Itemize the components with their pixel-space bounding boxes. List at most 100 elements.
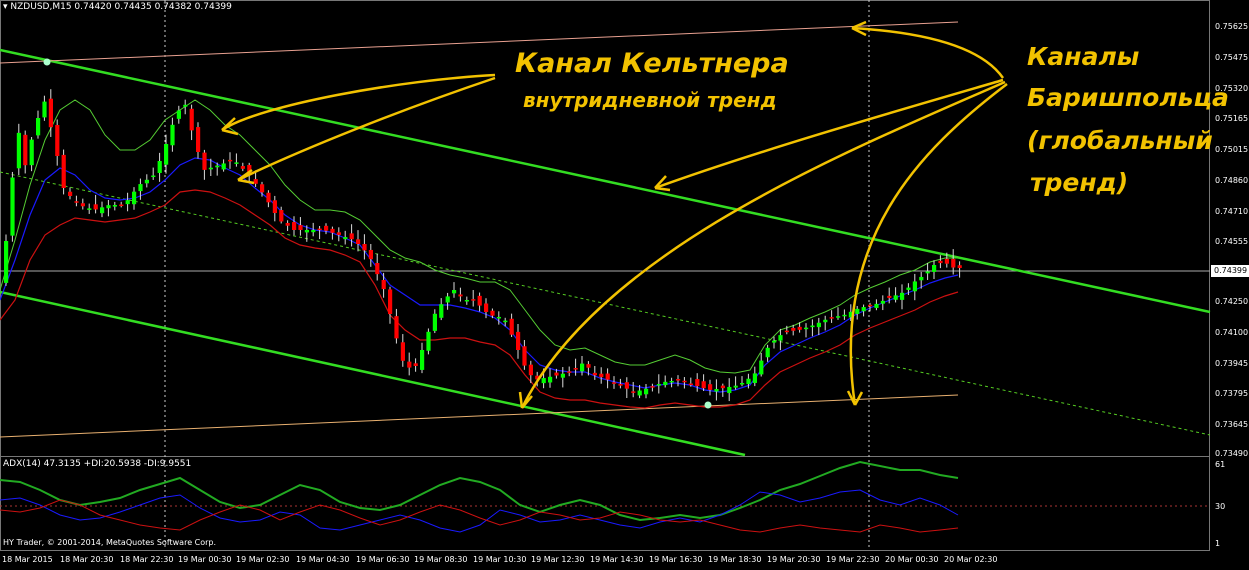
bull-candle[interactable] bbox=[503, 320, 508, 323]
bear-candle[interactable] bbox=[68, 191, 73, 196]
bear-candle[interactable] bbox=[458, 294, 463, 297]
bull-candle[interactable] bbox=[740, 383, 745, 385]
bull-candle[interactable] bbox=[234, 162, 239, 164]
bear-candle[interactable] bbox=[48, 98, 53, 128]
bear-candle[interactable] bbox=[720, 385, 725, 389]
bull-candle[interactable] bbox=[125, 200, 130, 205]
bear-candle[interactable] bbox=[868, 304, 873, 307]
channel-lower-line[interactable] bbox=[0, 290, 746, 457]
bull-candle[interactable] bbox=[138, 184, 143, 192]
bull-candle[interactable] bbox=[87, 208, 92, 210]
bull-candle[interactable] bbox=[183, 104, 188, 107]
bear-candle[interactable] bbox=[554, 372, 559, 376]
bear-candle[interactable] bbox=[791, 328, 796, 331]
bull-candle[interactable] bbox=[29, 139, 34, 166]
bear-candle[interactable] bbox=[324, 225, 329, 231]
bull-candle[interactable] bbox=[426, 331, 431, 351]
bull-candle[interactable] bbox=[906, 287, 911, 290]
bear-candle[interactable] bbox=[624, 382, 629, 389]
bear-candle[interactable] bbox=[260, 184, 265, 193]
bull-candle[interactable] bbox=[304, 230, 309, 233]
lower-trend-line[interactable] bbox=[0, 394, 959, 438]
bear-candle[interactable] bbox=[266, 192, 271, 203]
bear-candle[interactable] bbox=[74, 201, 79, 203]
bull-candle[interactable] bbox=[644, 388, 649, 395]
bear-candle[interactable] bbox=[784, 330, 789, 333]
bear-candle[interactable] bbox=[957, 265, 962, 268]
bear-candle[interactable] bbox=[567, 371, 572, 373]
bull-candle[interactable] bbox=[656, 384, 661, 386]
bear-candle[interactable] bbox=[516, 331, 521, 350]
bull-candle[interactable] bbox=[208, 167, 213, 170]
bear-candle[interactable] bbox=[375, 263, 380, 275]
bull-candle[interactable] bbox=[900, 292, 905, 300]
bear-candle[interactable] bbox=[292, 222, 297, 230]
bull-candle[interactable] bbox=[874, 303, 879, 308]
bear-candle[interactable] bbox=[394, 316, 399, 339]
bear-candle[interactable] bbox=[688, 383, 693, 386]
bear-candle[interactable] bbox=[202, 152, 207, 170]
bull-candle[interactable] bbox=[343, 237, 348, 240]
symbol-header[interactable]: ▾ NZDUSD,M15 0.74420 0.74435 0.74382 0.7… bbox=[3, 2, 232, 12]
bull-candle[interactable] bbox=[733, 385, 738, 388]
bull-candle[interactable] bbox=[861, 307, 866, 312]
bull-candle[interactable] bbox=[893, 295, 898, 300]
bull-candle[interactable] bbox=[36, 118, 41, 136]
bear-candle[interactable] bbox=[93, 204, 98, 210]
bear-candle[interactable] bbox=[55, 125, 60, 156]
bull-candle[interactable] bbox=[727, 386, 732, 394]
bull-candle[interactable] bbox=[823, 319, 828, 323]
bear-candle[interactable] bbox=[189, 108, 194, 131]
bear-candle[interactable] bbox=[490, 310, 495, 316]
bull-candle[interactable] bbox=[912, 281, 917, 292]
bull-candle[interactable] bbox=[669, 380, 674, 383]
bull-candle[interactable] bbox=[810, 325, 815, 328]
bull-candle[interactable] bbox=[157, 161, 162, 173]
bull-candle[interactable] bbox=[842, 314, 847, 317]
bull-candle[interactable] bbox=[772, 340, 777, 343]
bear-candle[interactable] bbox=[196, 127, 201, 152]
bear-candle[interactable] bbox=[119, 204, 124, 207]
bull-candle[interactable] bbox=[765, 347, 770, 358]
bull-candle[interactable] bbox=[848, 311, 853, 318]
bear-candle[interactable] bbox=[80, 203, 85, 207]
bear-candle[interactable] bbox=[61, 154, 66, 188]
bear-candle[interactable] bbox=[829, 317, 834, 319]
channel-anchor-point[interactable] bbox=[704, 401, 712, 409]
menu-triangle-icon[interactable]: ▾ bbox=[3, 2, 8, 12]
bull-candle[interactable] bbox=[464, 300, 469, 302]
bear-candle[interactable] bbox=[592, 372, 597, 376]
bull-candle[interactable] bbox=[144, 179, 149, 184]
bull-candle[interactable] bbox=[752, 373, 757, 383]
bull-candle[interactable] bbox=[663, 381, 668, 386]
bull-candle[interactable] bbox=[560, 373, 565, 378]
bull-candle[interactable] bbox=[100, 207, 105, 214]
bull-candle[interactable] bbox=[932, 265, 937, 272]
bull-candle[interactable] bbox=[4, 241, 9, 283]
bear-candle[interactable] bbox=[298, 225, 303, 230]
channel-upper-line[interactable] bbox=[0, 48, 1211, 314]
bear-candle[interactable] bbox=[381, 279, 386, 290]
bear-candle[interactable] bbox=[388, 289, 393, 314]
bear-candle[interactable] bbox=[708, 384, 713, 390]
bear-candle[interactable] bbox=[612, 382, 617, 384]
bear-candle[interactable] bbox=[330, 228, 335, 233]
bear-candle[interactable] bbox=[951, 258, 956, 268]
bear-candle[interactable] bbox=[618, 383, 623, 386]
bear-candle[interactable] bbox=[573, 368, 578, 370]
bear-candle[interactable] bbox=[586, 364, 591, 368]
upper-trend-line[interactable] bbox=[0, 21, 959, 64]
bear-candle[interactable] bbox=[349, 233, 354, 240]
bull-candle[interactable] bbox=[880, 300, 885, 304]
bear-candle[interactable] bbox=[509, 318, 514, 335]
bear-candle[interactable] bbox=[522, 346, 527, 366]
bear-candle[interactable] bbox=[528, 364, 533, 376]
bear-candle[interactable] bbox=[701, 381, 706, 389]
bull-candle[interactable] bbox=[42, 101, 47, 118]
bull-candle[interactable] bbox=[925, 271, 930, 274]
bear-candle[interactable] bbox=[368, 249, 373, 260]
bear-candle[interactable] bbox=[228, 159, 233, 162]
bear-candle[interactable] bbox=[317, 228, 322, 231]
bull-candle[interactable] bbox=[759, 360, 764, 375]
